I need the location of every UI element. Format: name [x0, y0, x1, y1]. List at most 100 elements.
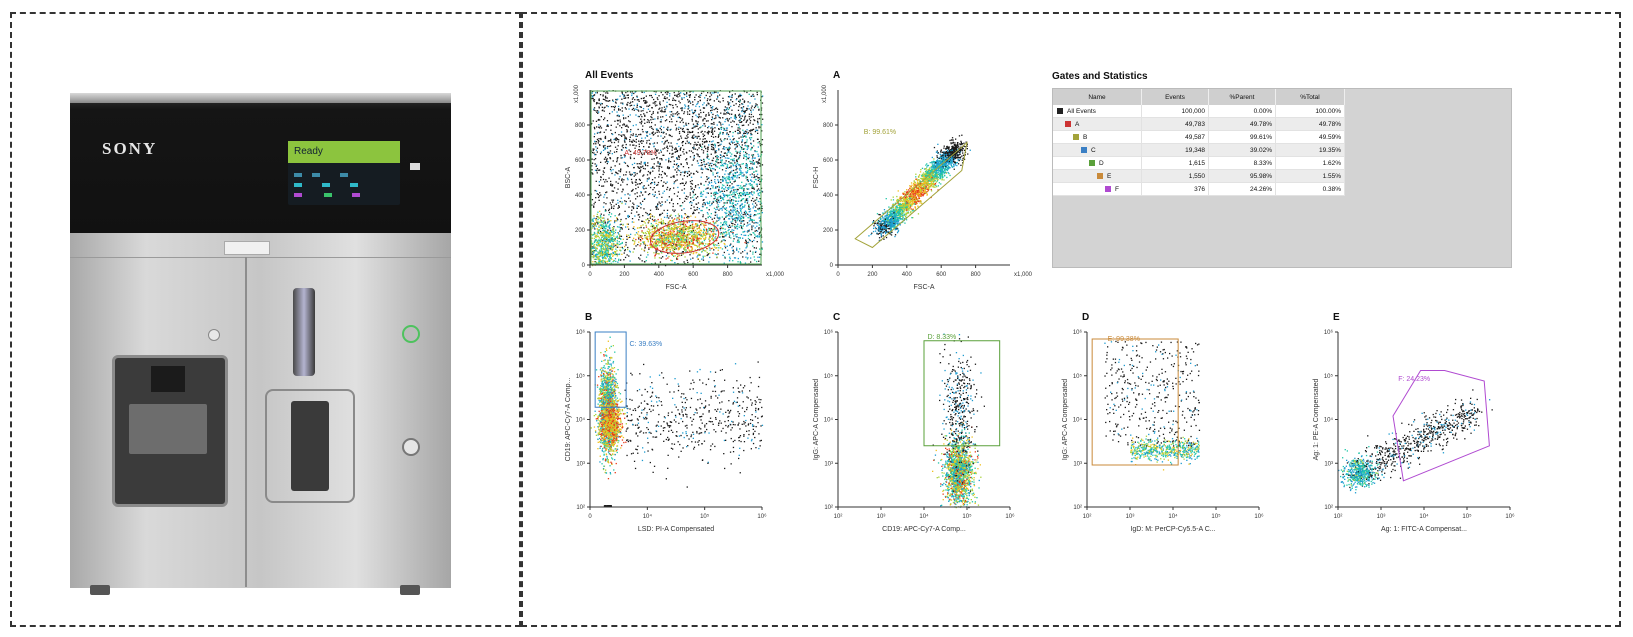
- data-point: [713, 148, 715, 150]
- data-point: [602, 98, 605, 100]
- data-point: [672, 230, 674, 232]
- data-point: [639, 151, 641, 153]
- data-point: [608, 235, 610, 237]
- data-point: [617, 98, 619, 100]
- data-point: [699, 96, 701, 98]
- data-point: [609, 157, 611, 159]
- data-point: [610, 124, 612, 126]
- data-point: [731, 95, 733, 97]
- data-point: [686, 237, 688, 239]
- data-point: [746, 199, 748, 202]
- data-point: [683, 208, 685, 210]
- data-point: [738, 239, 740, 241]
- data-point: [697, 232, 699, 234]
- data-point: [668, 220, 671, 223]
- data-point: [662, 100, 664, 102]
- data-point: [678, 239, 681, 241]
- data-point: [596, 244, 598, 247]
- data-point: [683, 234, 685, 236]
- data-point: [704, 255, 706, 257]
- data-point: [616, 172, 618, 174]
- data-point: [707, 254, 709, 256]
- data-point: [688, 100, 690, 102]
- data-point: [647, 170, 650, 173]
- data-point: [611, 245, 613, 248]
- data-point: [708, 182, 711, 184]
- data-point: [731, 205, 733, 208]
- data-point: [694, 136, 696, 138]
- data-point: [661, 252, 663, 254]
- data-point: [744, 110, 746, 112]
- data-point: [758, 162, 761, 164]
- data-point: [731, 229, 733, 231]
- data-point: [747, 157, 750, 160]
- data-point: [597, 193, 599, 196]
- data-point: [678, 138, 680, 140]
- data-point: [740, 173, 742, 175]
- data-point: [746, 107, 748, 110]
- data-point: [608, 226, 610, 228]
- data-point: [609, 255, 611, 257]
- data-point: [658, 193, 661, 195]
- data-point: [713, 168, 715, 170]
- data-point: [628, 228, 630, 230]
- data-point: [753, 162, 755, 164]
- data-point: [619, 119, 621, 121]
- data-point: [625, 137, 627, 139]
- data-point: [663, 239, 666, 241]
- data-point: [592, 148, 594, 150]
- data-point: [633, 203, 635, 206]
- data-point: [598, 181, 600, 183]
- data-point: [664, 201, 667, 203]
- data-point: [722, 177, 724, 179]
- data-point: [599, 217, 601, 219]
- data-point: [737, 127, 739, 129]
- data-point: [761, 151, 763, 154]
- data-point: [750, 132, 752, 134]
- data-point: [599, 252, 601, 254]
- data-point: [749, 167, 751, 169]
- data-point: [695, 170, 698, 172]
- data-point: [604, 135, 607, 138]
- data-point: [611, 244, 613, 246]
- sample-tube-icon: [293, 288, 315, 376]
- data-point: [656, 225, 658, 227]
- data-point: [648, 231, 650, 233]
- data-point: [694, 249, 696, 251]
- data-point: [733, 229, 735, 231]
- data-point: [685, 142, 687, 145]
- data-point: [715, 107, 718, 109]
- data-point: [675, 238, 677, 240]
- data-point: [755, 129, 757, 131]
- data-point: [655, 253, 657, 255]
- data-point: [620, 227, 622, 229]
- data-point: [725, 177, 727, 179]
- data-point: [593, 255, 595, 257]
- data-point: [683, 148, 685, 151]
- data-point: [710, 167, 712, 170]
- data-point: [698, 147, 700, 149]
- data-point: [644, 168, 646, 170]
- data-point: [743, 231, 745, 233]
- data-point: [698, 135, 700, 138]
- data-point: [612, 231, 614, 233]
- data-point: [745, 141, 747, 144]
- data-point: [680, 247, 682, 249]
- data-point: [677, 255, 679, 258]
- data-point: [718, 186, 720, 189]
- data-point: [720, 128, 722, 130]
- data-point: [733, 169, 735, 172]
- data-point: [633, 221, 635, 223]
- data-point: [596, 248, 598, 250]
- data-point: [650, 116, 652, 118]
- data-point: [593, 215, 595, 217]
- data-point: [757, 256, 759, 258]
- data-point: [748, 192, 751, 194]
- data-point: [743, 100, 746, 102]
- data-point: [638, 134, 640, 136]
- scatter-svg: 0 200 400 600 8000200400600800x1,000x1,000FS…: [565, 84, 785, 291]
- data-point: [639, 245, 641, 247]
- data-point: [693, 173, 695, 175]
- data-point: [608, 260, 610, 262]
- data-point: [654, 255, 656, 257]
